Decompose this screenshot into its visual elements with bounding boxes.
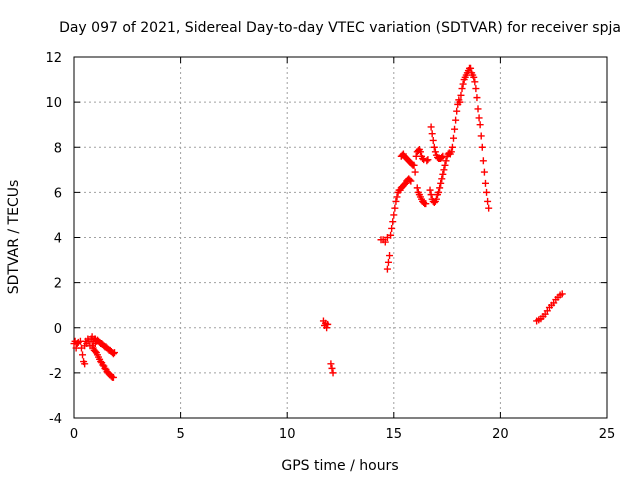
y-tick-label: 8 xyxy=(54,141,62,156)
data-point xyxy=(427,123,435,131)
data-point xyxy=(386,252,394,260)
data-point xyxy=(437,179,445,187)
data-point xyxy=(381,238,389,246)
data-point xyxy=(413,184,421,192)
data-points xyxy=(70,64,566,381)
x-axis-label: GPS time / hours xyxy=(281,458,398,474)
data-point xyxy=(438,153,446,161)
x-tick-label: 20 xyxy=(492,427,509,442)
data-point xyxy=(456,98,464,106)
data-point xyxy=(428,130,436,138)
data-point xyxy=(430,143,438,151)
data-point xyxy=(327,360,335,368)
data-point xyxy=(323,324,331,332)
data-point xyxy=(391,204,399,212)
y-tick-label: 10 xyxy=(45,96,62,111)
data-point xyxy=(429,136,437,144)
axis-ticks: 0 5 10 15 20 25 -4 -2 0 2 4 6 8 10 12 xyxy=(45,51,615,442)
data-point xyxy=(384,258,392,266)
grid-lines xyxy=(74,57,607,418)
data-point xyxy=(459,80,467,88)
data-point xyxy=(471,78,479,86)
data-point xyxy=(485,204,493,212)
data-point xyxy=(423,157,431,165)
data-point xyxy=(390,211,398,219)
data-point xyxy=(435,188,443,196)
data-point xyxy=(419,155,427,163)
data-point xyxy=(388,224,396,232)
data-point xyxy=(426,186,434,194)
data-point xyxy=(393,193,401,201)
data-point xyxy=(458,85,466,93)
data-point xyxy=(422,200,430,208)
data-point xyxy=(442,157,450,165)
data-point xyxy=(480,168,488,176)
data-point xyxy=(483,188,491,196)
y-tick-label: -2 xyxy=(49,367,62,382)
y-tick-label: 2 xyxy=(54,277,62,292)
y-tick-label: 4 xyxy=(54,232,62,247)
x-tick-label: 5 xyxy=(176,427,184,442)
data-point xyxy=(475,114,483,122)
data-point xyxy=(440,166,448,174)
data-point xyxy=(407,177,415,185)
data-point xyxy=(111,349,119,357)
data-point xyxy=(457,91,465,99)
y-axis-label: SDTVAR / TECUs xyxy=(6,180,22,295)
data-point xyxy=(476,121,484,129)
data-point xyxy=(558,290,566,298)
x-tick-label: 15 xyxy=(386,427,403,442)
data-point xyxy=(448,143,456,151)
data-point xyxy=(389,218,397,226)
data-point xyxy=(449,134,457,142)
data-point xyxy=(79,351,87,359)
data-point xyxy=(452,116,460,124)
data-point xyxy=(473,94,481,102)
data-point xyxy=(436,184,444,192)
x-tick-label: 10 xyxy=(279,427,296,442)
data-point xyxy=(392,197,400,205)
data-point xyxy=(410,161,418,169)
data-point xyxy=(324,320,332,328)
y-tick-label: 12 xyxy=(45,51,62,66)
data-point xyxy=(416,148,424,156)
chart-title: Day 097 of 2021, Sidereal Day-to-day VTE… xyxy=(59,20,621,36)
data-point xyxy=(441,161,449,169)
y-tick-label: 6 xyxy=(54,186,62,201)
data-point xyxy=(432,195,440,203)
data-point xyxy=(387,231,395,239)
y-tick-label: -4 xyxy=(49,412,62,427)
data-point xyxy=(383,265,391,273)
data-point xyxy=(109,373,117,381)
x-tick-label: 25 xyxy=(599,427,616,442)
data-point xyxy=(328,364,336,372)
data-point xyxy=(451,125,459,133)
data-point xyxy=(431,148,439,156)
data-point xyxy=(479,157,487,165)
data-point xyxy=(472,85,480,93)
data-point xyxy=(329,369,337,377)
data-point xyxy=(109,350,117,358)
data-point xyxy=(427,191,435,199)
data-point xyxy=(474,105,482,113)
data-point xyxy=(424,156,432,164)
data-point xyxy=(467,64,475,72)
data-point xyxy=(439,152,447,160)
data-point xyxy=(81,360,89,368)
data-point xyxy=(438,175,446,183)
data-point xyxy=(478,143,486,151)
data-point xyxy=(447,148,455,156)
data-point xyxy=(439,170,447,178)
data-point xyxy=(477,132,485,140)
data-point xyxy=(406,176,414,184)
x-tick-label: 0 xyxy=(70,427,78,442)
data-point xyxy=(411,168,419,176)
data-point xyxy=(470,73,478,81)
y-tick-label: 0 xyxy=(54,322,62,337)
data-point xyxy=(453,107,461,115)
data-point xyxy=(481,179,489,187)
data-point xyxy=(484,197,492,205)
